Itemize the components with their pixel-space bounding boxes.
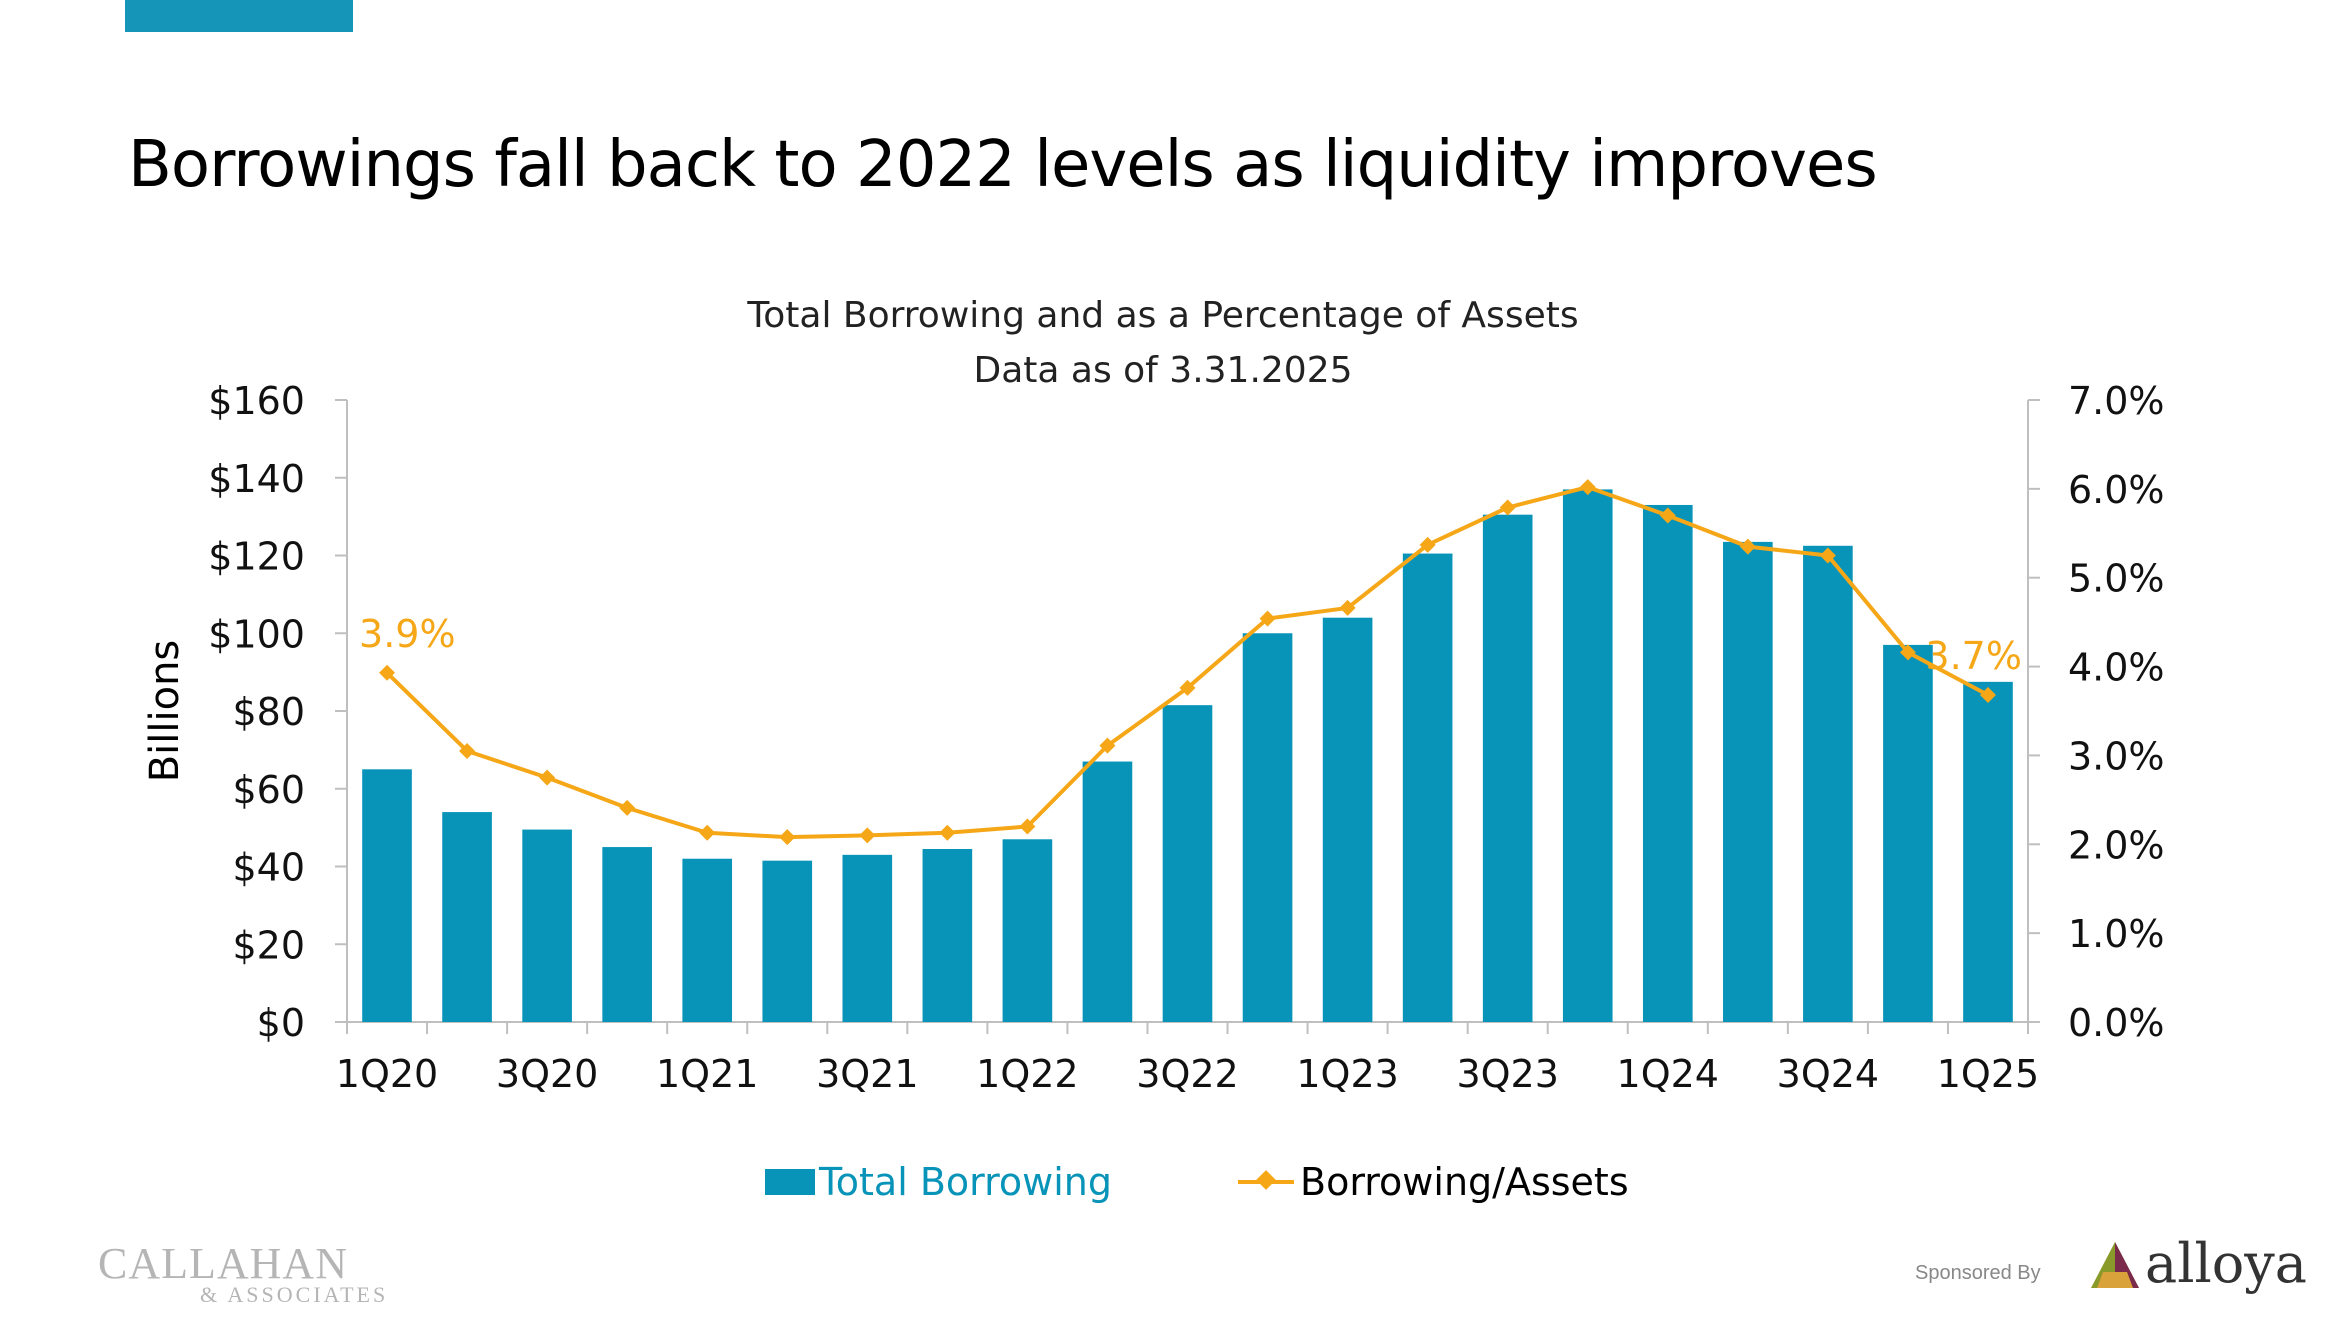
marker-borrowing-assets bbox=[459, 742, 476, 759]
marker-borrowing-assets bbox=[939, 824, 956, 841]
marker-borrowing-assets bbox=[1259, 610, 1276, 627]
bar-total-borrowing bbox=[762, 860, 813, 1022]
x-tick-label: 1Q23 bbox=[1296, 1052, 1398, 1096]
marker-borrowing-assets bbox=[1179, 679, 1196, 696]
x-tick-label: 3Q20 bbox=[496, 1052, 598, 1096]
legend-label-borrowing-assets: Borrowing/Assets bbox=[1300, 1160, 1629, 1204]
slide-title: Borrowings fall back to 2022 levels as l… bbox=[128, 128, 1878, 202]
y-tick-label-left: $40 bbox=[232, 846, 305, 890]
y-tick-label-right: 2.0% bbox=[2068, 823, 2165, 867]
y-tick-label-right: 7.0% bbox=[2068, 379, 2165, 423]
y-tick-label-right: 6.0% bbox=[2068, 468, 2165, 512]
chart-title: Total Borrowing and as a Percentage of A… bbox=[747, 295, 1579, 336]
y-tick-label-left: $160 bbox=[208, 379, 305, 423]
marker-borrowing-assets bbox=[1419, 536, 1436, 553]
y-tick-label-right: 1.0% bbox=[2068, 912, 2165, 956]
y-tick-label-right: 3.0% bbox=[2068, 734, 2165, 778]
x-tick-label: 3Q21 bbox=[816, 1052, 918, 1096]
marker-borrowing-assets bbox=[619, 799, 636, 816]
x-tick-label: 3Q24 bbox=[1777, 1052, 1879, 1096]
callahan-logo: CALLAHAN bbox=[98, 1239, 348, 1288]
marker-borrowing-assets bbox=[1099, 737, 1116, 754]
marker-borrowing-assets bbox=[1659, 507, 1676, 524]
marker-borrowing-assets bbox=[1899, 644, 1916, 661]
alloya-logo-icon bbox=[2091, 1242, 2139, 1288]
y-tick-label-left: $120 bbox=[208, 535, 305, 579]
bar-total-borrowing bbox=[522, 829, 572, 1022]
bar-total-borrowing bbox=[602, 847, 652, 1022]
legend-swatch-bar bbox=[765, 1169, 815, 1195]
marker-borrowing-assets bbox=[1819, 547, 1836, 564]
accent-bar bbox=[125, 0, 353, 32]
bar-total-borrowing bbox=[842, 854, 893, 1022]
data-label: 3.9% bbox=[359, 612, 456, 656]
bar-total-borrowing bbox=[442, 812, 492, 1022]
marker-borrowing-assets bbox=[1979, 687, 1996, 704]
marker-borrowing-assets bbox=[1739, 538, 1756, 555]
y-tick-label-left: $20 bbox=[232, 923, 305, 967]
x-tick-label: 1Q21 bbox=[656, 1052, 758, 1096]
legend-swatch-line bbox=[1238, 1180, 1294, 1184]
bar-total-borrowing bbox=[682, 858, 733, 1022]
y-tick-label-left: $0 bbox=[257, 1001, 305, 1045]
x-tick-label: 1Q20 bbox=[336, 1052, 438, 1096]
callahan-logo-sub: & ASSOCIATES bbox=[200, 1282, 389, 1307]
legend-item-total-borrowing: Total Borrowing bbox=[765, 1160, 1112, 1204]
marker-borrowing-assets bbox=[1579, 479, 1596, 496]
marker-borrowing-assets bbox=[1499, 499, 1516, 516]
x-tick-label: 1Q24 bbox=[1617, 1052, 1719, 1096]
x-tick-label: 3Q22 bbox=[1136, 1052, 1238, 1096]
marker-borrowing-assets bbox=[779, 829, 796, 846]
marker-borrowing-assets bbox=[859, 827, 876, 844]
bar-total-borrowing bbox=[1963, 681, 2013, 1022]
bar-total-borrowing bbox=[1803, 545, 1853, 1022]
bar-total-borrowing bbox=[1562, 489, 1613, 1023]
bar-total-borrowing bbox=[1162, 705, 1213, 1022]
bar-total-borrowing bbox=[1402, 553, 1453, 1022]
sponsor-name: alloya bbox=[2145, 1232, 2307, 1295]
marker-borrowing-assets bbox=[539, 769, 556, 786]
bar-total-borrowing bbox=[1642, 504, 1693, 1022]
x-tick-label: 1Q22 bbox=[976, 1052, 1078, 1096]
y-tick-label-left: $60 bbox=[232, 768, 305, 812]
sponsored-by-label: Sponsored By bbox=[1915, 1262, 2041, 1284]
marker-borrowing-assets bbox=[1019, 818, 1036, 835]
chart-legend: Total Borrowing Borrowing/Assets bbox=[0, 1160, 2326, 1210]
marker-borrowing-assets bbox=[379, 664, 396, 681]
bar-total-borrowing bbox=[1883, 644, 1933, 1022]
bar-total-borrowing bbox=[922, 849, 973, 1022]
y-tick-label-right: 4.0% bbox=[2068, 646, 2165, 690]
y-tick-label-left: $140 bbox=[208, 457, 305, 501]
chart-subtitle: Data as of 3.31.2025 bbox=[973, 350, 1353, 391]
data-label: 3.7% bbox=[1925, 634, 2022, 678]
bar-total-borrowing bbox=[1002, 839, 1053, 1022]
y-axis-title: Billions bbox=[142, 640, 188, 783]
marker-borrowing-assets bbox=[699, 824, 716, 841]
bar-total-borrowing bbox=[1482, 514, 1533, 1022]
bar-total-borrowing bbox=[1723, 541, 1773, 1022]
legend-label-total-borrowing: Total Borrowing bbox=[819, 1160, 1112, 1204]
bar-total-borrowing bbox=[362, 769, 412, 1022]
x-tick-label: 1Q25 bbox=[1937, 1052, 2039, 1096]
x-tick-label: 3Q23 bbox=[1456, 1052, 1558, 1096]
y-tick-label-right: 0.0% bbox=[2068, 1001, 2165, 1045]
bar-total-borrowing bbox=[1082, 761, 1133, 1022]
bar-total-borrowing bbox=[1322, 617, 1373, 1022]
y-tick-label-right: 5.0% bbox=[2068, 557, 2165, 601]
y-tick-label-left: $80 bbox=[232, 690, 305, 734]
y-tick-label-left: $100 bbox=[208, 612, 305, 656]
legend-item-borrowing-assets: Borrowing/Assets bbox=[1238, 1160, 1629, 1204]
bar-total-borrowing bbox=[1242, 633, 1293, 1022]
marker-borrowing-assets bbox=[1339, 599, 1356, 616]
